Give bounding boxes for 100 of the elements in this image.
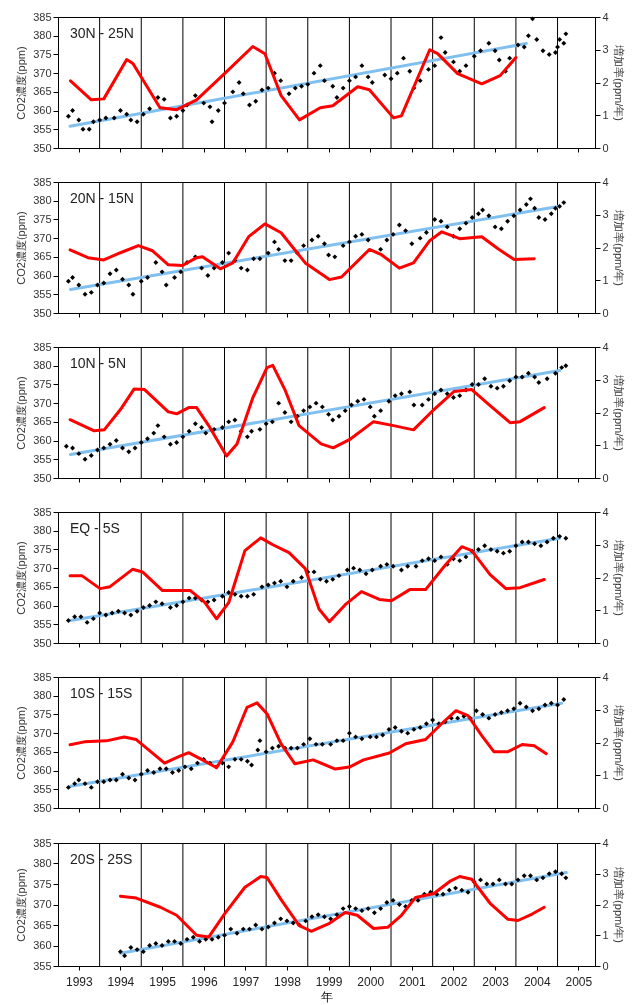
y-tick-label: 375 (33, 707, 52, 720)
y-tick-label: 350 (33, 306, 52, 319)
y-tick-label: 370 (33, 231, 52, 244)
y-tick-label: 380 (33, 689, 52, 702)
y-tick-label: 355 (33, 287, 52, 300)
y-axis-title: CO2濃度(ppm) (15, 376, 28, 450)
x-tick-label: 1999 (315, 974, 343, 989)
y-tick-label: 350 (33, 141, 52, 154)
y2-axis-title: 増加率(ppm/年) (612, 539, 625, 616)
y2-axis-title: 増加率(ppm/年) (612, 44, 625, 121)
y-tick-label: 355 (33, 617, 52, 630)
y2-tick-label: 4 (602, 670, 609, 683)
line-series (68, 222, 536, 282)
y-tick-label: 370 (33, 66, 52, 79)
y2-tick-label: 3 (602, 867, 609, 880)
x-tick-label: 1994 (107, 974, 135, 989)
y-tick-label: 365 (33, 85, 52, 98)
y2-tick-label: 2 (602, 241, 609, 253)
x-tick-label: 1997 (232, 974, 260, 989)
annotation: 20S - 25S (70, 851, 133, 867)
y2-tick-label: 0 (602, 801, 609, 814)
y2-tick-label: 4 (602, 505, 609, 518)
y-tick-label: 380 (33, 359, 52, 372)
y-tick-label: 350 (33, 471, 52, 484)
y2-tick-label: 3 (602, 373, 609, 386)
y2-tick-label: 0 (602, 141, 609, 154)
y-tick-label: 350 (33, 636, 52, 649)
y2-tick-label: 2 (602, 406, 609, 418)
y2-tick-label: 0 (602, 306, 609, 319)
x-tick-label: 2004 (523, 974, 551, 989)
y-tick-label: 355 (33, 452, 52, 465)
x-tick-label: 2001 (398, 974, 427, 989)
y-tick-label: 375 (33, 212, 52, 225)
y2-tick-label: 4 (602, 175, 609, 188)
y-tick-label: 360 (33, 434, 52, 447)
x-tick-label: 2003 (482, 974, 510, 989)
y-tick-label: 365 (33, 415, 52, 428)
y2-axis-title: 増加率(ppm/年) (612, 374, 625, 451)
x-tick-label: 1995 (149, 974, 177, 989)
y2-tick-label: 2 (602, 736, 609, 748)
y-tick-label: 355 (33, 959, 52, 972)
y2-tick-label: 2 (602, 898, 609, 910)
y-tick-label: 380 (33, 29, 52, 42)
y-tick-label: 350 (33, 801, 52, 814)
annotation: 30N - 25N (70, 25, 134, 41)
y-tick-label: 360 (33, 104, 52, 117)
x-tick-label: 1998 (274, 974, 302, 989)
y-tick-label: 360 (33, 269, 52, 282)
annotation: 10N - 5N (70, 355, 127, 371)
y2-tick-label: 0 (602, 959, 609, 972)
y2-tick-label: 3 (602, 208, 609, 221)
y-tick-label: 385 (33, 670, 52, 683)
y2-tick-label: 2 (602, 76, 609, 88)
y-axis-title: CO2濃度(ppm) (15, 46, 28, 120)
line-series (68, 701, 548, 771)
y-tick-label: 360 (33, 764, 52, 777)
y2-tick-label: 1 (602, 603, 609, 616)
y2-tick-label: 1 (602, 273, 609, 286)
y2-tick-label: 2 (602, 571, 609, 583)
y2-tick-label: 0 (602, 636, 609, 649)
y-axis-title: CO2濃度(ppm) (15, 211, 28, 285)
y-tick-label: 365 (33, 745, 52, 758)
y-tick-label: 375 (33, 542, 52, 555)
y-tick-label: 375 (33, 877, 52, 890)
y2-tick-label: 4 (602, 10, 609, 23)
x-axis-title: 年 (321, 989, 333, 1004)
y-tick-label: 375 (33, 377, 52, 390)
x-tick-label: 2000 (357, 974, 385, 989)
annotation: EQ - 5S (70, 520, 120, 536)
x-tick-label: 1996 (190, 974, 218, 989)
y2-tick-label: 4 (602, 340, 609, 353)
y-tick-label: 385 (33, 175, 52, 188)
y-tick-label: 370 (33, 898, 52, 910)
y-tick-label: 370 (33, 726, 52, 739)
y-tick-label: 385 (33, 505, 52, 518)
y-tick-label: 360 (33, 599, 52, 612)
y-tick-label: 370 (33, 561, 52, 574)
y2-tick-label: 1 (602, 438, 609, 451)
x-tick-label: 2002 (440, 974, 468, 989)
y-tick-label: 365 (33, 580, 52, 593)
y-tick-label: 365 (33, 250, 52, 263)
y2-tick-label: 3 (602, 703, 609, 716)
x-tick-label: 1993 (65, 974, 93, 989)
annotation: 10S - 15S (70, 685, 133, 701)
y-tick-label: 385 (33, 340, 52, 353)
y2-tick-label: 4 (602, 836, 609, 849)
y-tick-label: 385 (33, 10, 52, 23)
y2-tick-label: 1 (602, 108, 609, 121)
y-tick-label: 380 (33, 524, 52, 537)
y2-axis-title: 増加率(ppm/年) (612, 704, 625, 781)
y2-tick-label: 0 (602, 471, 609, 484)
y-axis-title: CO2濃度(ppm) (15, 706, 28, 780)
y2-tick-label: 3 (602, 43, 609, 56)
y-tick-label: 365 (33, 918, 52, 931)
y2-tick-label: 3 (602, 538, 609, 551)
y-tick-label: 385 (33, 836, 52, 849)
y-tick-label: 380 (33, 194, 52, 207)
y-axis-title: CO2濃度(ppm) (15, 541, 28, 615)
x-tick-label: 2005 (565, 974, 593, 989)
y-axis-title: CO2濃度(ppm) (15, 868, 28, 942)
